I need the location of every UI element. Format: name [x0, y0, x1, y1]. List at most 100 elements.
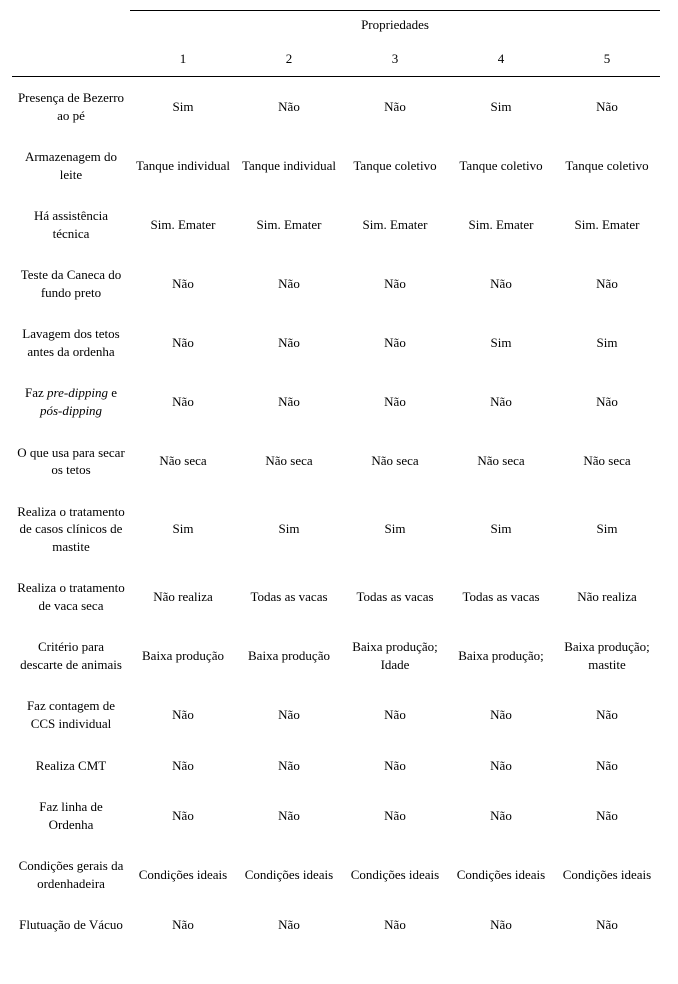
row-value: Todas as vacas: [448, 567, 554, 626]
col-num: 1: [130, 43, 236, 77]
row-value: Não: [342, 904, 448, 946]
row-value: Não: [448, 786, 554, 845]
row-value: Não: [236, 372, 342, 431]
table-row: Teste da Caneca do fundo pretoNãoNãoNãoN…: [12, 254, 660, 313]
row-value: Tanque coletivo: [554, 136, 660, 195]
row-value: Todas as vacas: [342, 567, 448, 626]
table-row: Faz linha de OrdenhaNãoNãoNãoNãoNão: [12, 786, 660, 845]
row-value: Não: [554, 745, 660, 787]
row-value: Não: [236, 904, 342, 946]
row-value: Não: [554, 372, 660, 431]
row-label: Há assistência técnica: [12, 195, 130, 254]
row-label: Teste da Caneca do fundo preto: [12, 254, 130, 313]
row-value: Tanque coletivo: [448, 136, 554, 195]
row-value: Não: [236, 745, 342, 787]
row-value: Não: [342, 313, 448, 372]
row-value: Não realiza: [130, 567, 236, 626]
table-row: Faz contagem de CCS individualNãoNãoNãoN…: [12, 685, 660, 744]
row-value: Condições ideais: [448, 845, 554, 904]
row-value: Tanque individual: [130, 136, 236, 195]
col-num: 2: [236, 43, 342, 77]
row-value: Não: [342, 786, 448, 845]
table-row: O que usa para secar os tetosNão secaNão…: [12, 432, 660, 491]
row-value: Não seca: [342, 432, 448, 491]
row-label: Realiza o tratamento de vaca seca: [12, 567, 130, 626]
row-value: Não: [342, 372, 448, 431]
row-value: Sim. Emater: [554, 195, 660, 254]
row-label: Presença de Bezerro ao pé: [12, 77, 130, 137]
row-value: Todas as vacas: [236, 567, 342, 626]
propriedades-table: Propriedades 1 2 3 4 5 Presença de Bezer…: [12, 10, 660, 946]
row-label: Realiza CMT: [12, 745, 130, 787]
row-value: Condições ideais: [236, 845, 342, 904]
row-value: Não: [448, 372, 554, 431]
row-value: Baixa produção: [236, 626, 342, 685]
table-row: Condições gerais da ordenhadeiraCondiçõe…: [12, 845, 660, 904]
row-label: Faz linha de Ordenha: [12, 786, 130, 845]
row-value: Não: [130, 254, 236, 313]
row-value: Não: [448, 904, 554, 946]
row-value: Sim. Emater: [448, 195, 554, 254]
numrow-empty: [12, 43, 130, 77]
row-label: Flutuação de Vácuo: [12, 904, 130, 946]
row-value: Sim. Emater: [236, 195, 342, 254]
col-num: 3: [342, 43, 448, 77]
row-value: Sim. Emater: [130, 195, 236, 254]
row-value: Não seca: [130, 432, 236, 491]
row-value: Sim: [448, 491, 554, 568]
table-body: Propriedades 1 2 3 4 5 Presença de Bezer…: [12, 11, 660, 946]
row-value: Baixa produção; Idade: [342, 626, 448, 685]
row-value: Condições ideais: [554, 845, 660, 904]
table-row: Lavagem dos tetos antes da ordenhaNãoNão…: [12, 313, 660, 372]
row-value: Tanque coletivo: [342, 136, 448, 195]
row-value: Baixa produção;: [448, 626, 554, 685]
row-label: Critério para descarte de animais: [12, 626, 130, 685]
row-value: Sim: [448, 77, 554, 137]
row-value: Não: [342, 254, 448, 313]
row-value: Não: [554, 786, 660, 845]
row-value: Condições ideais: [342, 845, 448, 904]
table-header-row: Propriedades: [12, 11, 660, 44]
header-empty: [12, 11, 130, 44]
row-value: Não: [554, 685, 660, 744]
row-value: Sim: [448, 313, 554, 372]
row-value: Não: [342, 745, 448, 787]
row-value: Não: [554, 904, 660, 946]
row-value: Não: [236, 313, 342, 372]
table-row: Flutuação de VácuoNãoNãoNãoNãoNão: [12, 904, 660, 946]
row-label: Lavagem dos tetos antes da ordenha: [12, 313, 130, 372]
row-value: Sim: [554, 491, 660, 568]
row-value: Sim: [554, 313, 660, 372]
col-num: 5: [554, 43, 660, 77]
row-value: Não: [342, 77, 448, 137]
row-value: Sim: [130, 491, 236, 568]
column-numbers-row: 1 2 3 4 5: [12, 43, 660, 77]
row-value: Não: [554, 254, 660, 313]
table-row: Armazenagem do leiteTanque individual Tan…: [12, 136, 660, 195]
row-label: Armazenagem do leite: [12, 136, 130, 195]
row-value: Não seca: [554, 432, 660, 491]
row-value: Condições ideais: [130, 845, 236, 904]
table-row: Realiza o tratamento de vaca secaNão rea…: [12, 567, 660, 626]
row-value: Não: [236, 77, 342, 137]
table-row: Critério para descarte de animaisBaixa p…: [12, 626, 660, 685]
row-value: Não seca: [448, 432, 554, 491]
row-label: Realiza o tratamento de casos clínicos d…: [12, 491, 130, 568]
row-value: Sim: [130, 77, 236, 137]
row-value: Não: [130, 745, 236, 787]
row-value: Não: [130, 313, 236, 372]
row-value: Não: [448, 745, 554, 787]
row-value: Não: [130, 372, 236, 431]
table-row: Há assistência técnicaSim. EmaterSim. Em…: [12, 195, 660, 254]
row-label: Faz contagem de CCS individual: [12, 685, 130, 744]
row-value: Não: [554, 77, 660, 137]
row-value: Sim: [236, 491, 342, 568]
row-value: Não seca: [236, 432, 342, 491]
row-value: Baixa produção: [130, 626, 236, 685]
row-value: Não: [130, 786, 236, 845]
row-value: Não: [448, 685, 554, 744]
table-row: Realiza o tratamento de casos clínicos d…: [12, 491, 660, 568]
row-value: Não realiza: [554, 567, 660, 626]
row-value: Não: [236, 254, 342, 313]
row-label: Faz pre-dipping e pós-dipping: [12, 372, 130, 431]
